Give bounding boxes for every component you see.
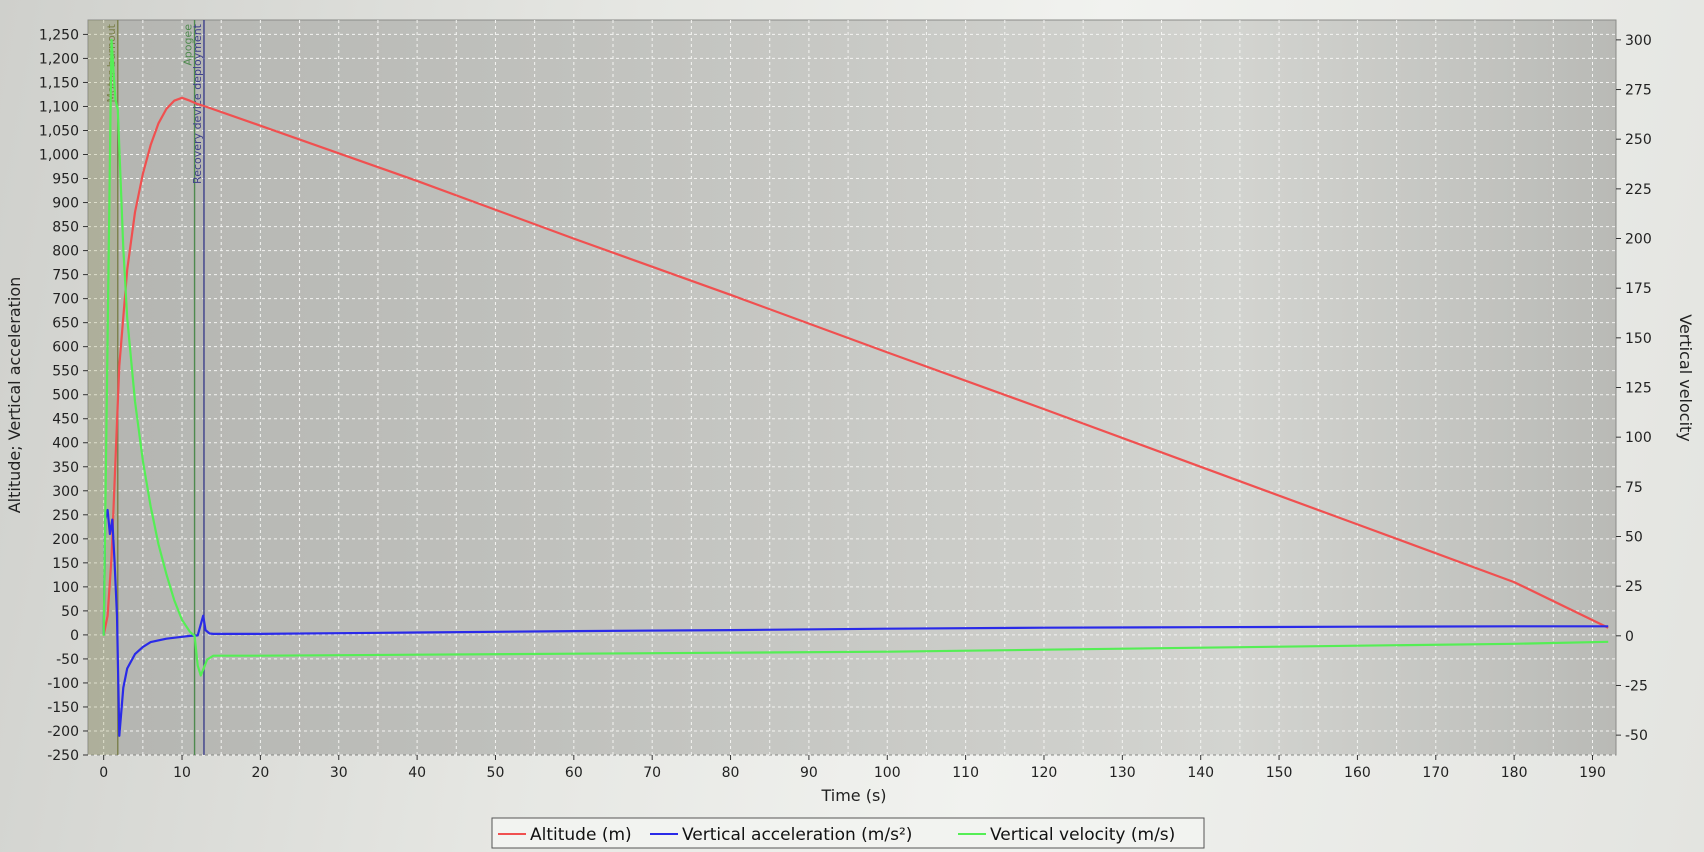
y-left-tick-label: 200 — [52, 532, 79, 548]
y-left-tick-label: 750 — [52, 268, 79, 284]
legend-box — [491, 817, 1205, 849]
y-left-tick-label: 400 — [52, 436, 79, 452]
series-lines — [102, 38, 1609, 737]
y-left-tick-label: 150 — [52, 556, 79, 572]
series-line — [102, 508, 1609, 737]
y-right-tick-label: 75 — [1625, 480, 1643, 496]
x-tick-label: 10 — [173, 765, 191, 781]
x-tick-label: 0 — [99, 765, 108, 781]
x-tick-label: 30 — [330, 765, 348, 781]
y-left-tick-label: 850 — [52, 220, 79, 236]
legend: Altitude (m) Vertical acceleration (m/s²)… — [491, 817, 1205, 849]
x-tick-label: 150 — [1266, 765, 1293, 781]
x-tick-label: 160 — [1344, 765, 1371, 781]
x-tick-label: 40 — [408, 765, 426, 781]
y-left-axis-ticks: -250 -200 -150 -100 -50 0 50 100 150 200 250 300 350… — [39, 27, 88, 764]
x-tick-label: 20 — [251, 765, 269, 781]
y-left-tick-label: -150 — [47, 700, 79, 716]
y-left-tick-label: 1,250 — [39, 27, 79, 43]
x-tick-label: 130 — [1109, 765, 1136, 781]
y-right-tick-label: 0 — [1625, 629, 1634, 645]
motor-burn-shading — [88, 20, 118, 755]
y-left-tick-label: 800 — [52, 244, 79, 260]
x-tick-label: 110 — [952, 765, 979, 781]
y-left-tick-label: 1,200 — [39, 51, 79, 67]
x-axis-title: Time (s) — [820, 786, 886, 805]
y-left-tick-label: 350 — [52, 460, 79, 476]
y-left-tick-label: 0 — [70, 628, 79, 644]
y-left-tick-label: -250 — [47, 748, 79, 764]
y-left-tick-label: 600 — [52, 340, 79, 356]
y-right-tick-label: 50 — [1625, 529, 1643, 545]
series-line — [102, 96, 1609, 636]
x-tick-label: 60 — [565, 765, 583, 781]
y-right-tick-label: 275 — [1625, 83, 1652, 99]
y-left-tick-label: 1,000 — [39, 148, 79, 164]
y-right-tick-label: 200 — [1625, 232, 1652, 248]
y-right-tick-label: 250 — [1625, 132, 1652, 148]
legend-label: Vertical velocity (m/s) — [990, 825, 1175, 845]
y-right-tick-label: 150 — [1625, 331, 1652, 347]
y-left-tick-label: 500 — [52, 388, 79, 404]
y-right-axis-title: Vertical velocity — [1676, 314, 1695, 442]
x-tick-label: 90 — [800, 765, 818, 781]
y-left-tick-label: 650 — [52, 316, 79, 332]
x-tick-label: 100 — [874, 765, 901, 781]
y-left-tick-label: 300 — [52, 484, 79, 500]
y-left-tick-label: -200 — [47, 724, 79, 740]
y-right-tick-label: 100 — [1625, 430, 1652, 446]
y-left-tick-label: 250 — [52, 508, 79, 524]
y-left-tick-label: -50 — [56, 652, 79, 668]
legend-label: Vertical acceleration (m/s²) — [682, 825, 912, 845]
x-tick-label: 70 — [643, 765, 661, 781]
y-left-tick-label: 700 — [52, 292, 79, 308]
y-left-tick-label: 450 — [52, 412, 79, 428]
x-tick-label: 120 — [1031, 765, 1058, 781]
y-right-axis-ticks: -50 -25 0 25 50 75 100 125 150 175 200 225 250 275 300 — [1616, 33, 1652, 744]
event-label: Apogee — [182, 24, 195, 66]
x-tick-label: 180 — [1501, 765, 1528, 781]
x-tick-label: 190 — [1579, 765, 1606, 781]
x-tick-label: 50 — [487, 765, 505, 781]
y-right-tick-label: 300 — [1625, 33, 1652, 49]
series-line — [102, 38, 1609, 677]
y-right-tick-label: 175 — [1625, 281, 1652, 297]
y-right-tick-label: 25 — [1625, 579, 1643, 595]
y-left-tick-label: 950 — [52, 172, 79, 188]
y-left-tick-label: 550 — [52, 364, 79, 380]
x-tick-label: 140 — [1187, 765, 1214, 781]
y-left-tick-label: 1,100 — [39, 99, 79, 115]
y-left-axis-title: Altitude; Vertical acceleration — [5, 277, 24, 514]
y-left-tick-label: 900 — [52, 196, 79, 212]
y-right-tick-label: -25 — [1625, 678, 1648, 694]
legend-label: Altitude (m) — [530, 825, 632, 845]
x-tick-label: 80 — [722, 765, 740, 781]
y-right-tick-label: 125 — [1625, 381, 1652, 397]
y-left-tick-label: 1,150 — [39, 75, 79, 91]
x-axis-ticks: 0 10 20 30 40 50 60 70 80 90 100 110 120 130 140 150 160… — [99, 755, 1606, 781]
x-tick-label: 170 — [1422, 765, 1449, 781]
y-left-tick-label: 1,050 — [39, 123, 79, 139]
y-left-tick-label: -100 — [47, 676, 79, 692]
y-right-tick-label: -50 — [1625, 728, 1648, 744]
y-left-tick-label: 100 — [52, 580, 79, 596]
y-right-tick-label: 225 — [1625, 182, 1652, 198]
y-left-tick-label: 50 — [61, 604, 79, 620]
